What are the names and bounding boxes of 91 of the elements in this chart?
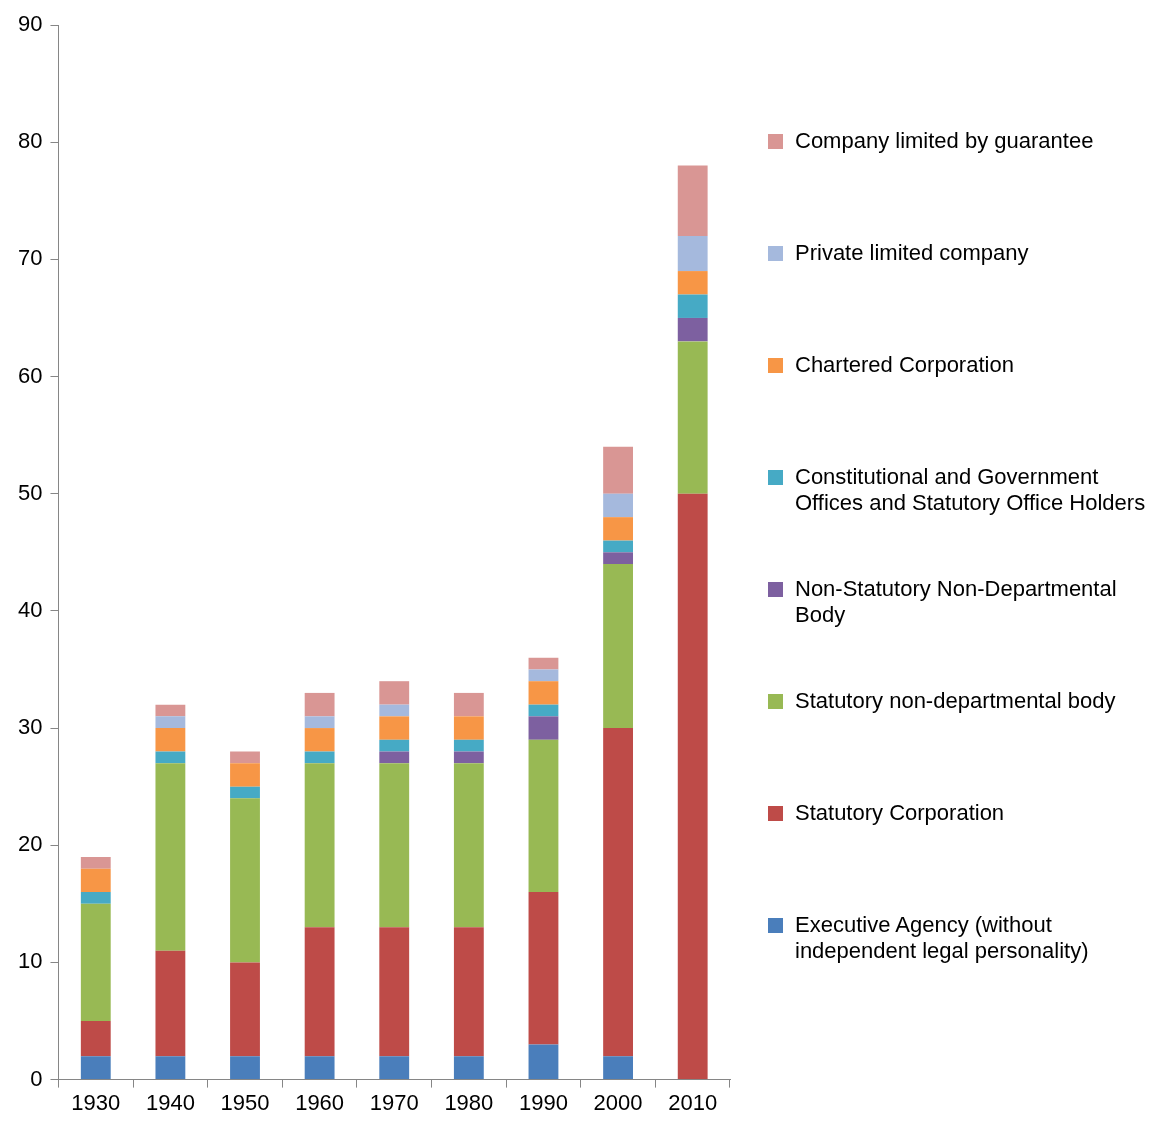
bar — [80, 1056, 111, 1080]
x-tick-label: 2010 — [668, 1089, 718, 1115]
bar — [677, 493, 708, 1080]
bar — [80, 1021, 111, 1057]
bar — [453, 716, 484, 740]
bar — [603, 552, 633, 565]
bar — [453, 927, 484, 1057]
bar — [304, 763, 335, 928]
bar — [528, 892, 559, 1045]
bar — [528, 704, 559, 717]
bar — [528, 739, 559, 893]
bar — [230, 1056, 260, 1080]
bar — [603, 493, 633, 518]
bar — [379, 927, 410, 1057]
bar — [304, 728, 335, 752]
bar — [304, 692, 335, 717]
bar — [603, 517, 633, 541]
bar — [304, 716, 335, 729]
x-tick-label: 1930 — [71, 1089, 121, 1115]
bar — [528, 669, 559, 682]
x-tick-label: 1990 — [518, 1089, 568, 1115]
bar — [230, 751, 260, 764]
bar — [80, 856, 111, 869]
bar — [155, 950, 186, 1057]
x-tick-label: 1940 — [145, 1089, 195, 1115]
bar — [379, 739, 410, 752]
bar — [379, 716, 410, 740]
legend-label: Company limited by guarantee — [795, 128, 1094, 154]
bar — [453, 1056, 484, 1080]
bar — [80, 868, 111, 893]
bar — [677, 341, 708, 494]
y-tick-label: 40 — [17, 596, 43, 622]
bar — [379, 681, 410, 705]
bar — [304, 751, 335, 764]
bar — [230, 763, 260, 787]
bar — [603, 728, 633, 1057]
bar — [230, 798, 260, 963]
bar — [603, 564, 633, 729]
bar — [453, 739, 484, 752]
bar — [80, 903, 111, 1022]
bar — [379, 1056, 410, 1080]
legend-label: Constitutional and Government Offices and Statutory Office Holders — [795, 464, 1147, 516]
legend-label: Chartered Corporation — [795, 352, 1014, 378]
bar — [603, 1056, 633, 1080]
bar — [677, 294, 708, 318]
bar — [155, 704, 186, 717]
legend-label: Statutory non-departmental body — [795, 688, 1116, 714]
x-tick-label: 1950 — [220, 1089, 270, 1115]
bar — [155, 716, 186, 729]
bar — [230, 962, 260, 1057]
y-tick-label: 0 — [30, 1065, 43, 1091]
y-tick-label: 60 — [17, 362, 43, 388]
bar — [80, 892, 111, 904]
bar — [230, 786, 260, 799]
y-tick-label: 10 — [17, 948, 43, 974]
y-tick-label: 30 — [17, 714, 43, 740]
bar — [155, 763, 186, 951]
legend-label: Statutory Corporation — [795, 800, 1005, 826]
bar — [677, 317, 708, 342]
bar — [379, 763, 410, 928]
legend-label: Executive Agency (without independent legal personality) — [795, 912, 1090, 964]
x-tick-label: 1980 — [444, 1089, 494, 1115]
bar — [304, 927, 335, 1057]
y-tick-label: 50 — [17, 479, 43, 505]
legend-label: Non-Statutory Non-Departmental Body — [795, 576, 1118, 628]
x-tick-label: 1960 — [295, 1089, 345, 1115]
bar — [453, 692, 484, 717]
bar — [155, 728, 186, 752]
bar — [528, 716, 559, 740]
bar — [528, 657, 559, 670]
y-tick-label: 70 — [17, 245, 43, 271]
bar — [379, 704, 410, 717]
bar — [677, 165, 708, 236]
bar — [677, 271, 708, 295]
bar — [155, 751, 186, 764]
bar — [453, 751, 484, 764]
bar — [603, 540, 633, 553]
x-tick-label: 1970 — [369, 1089, 419, 1115]
y-tick-label: 80 — [17, 128, 43, 154]
legend-label: Private limited company — [795, 240, 1029, 266]
y-tick-label: 90 — [17, 11, 43, 37]
bar — [453, 763, 484, 928]
bar — [155, 1056, 186, 1080]
bar — [528, 1044, 559, 1080]
x-tick-label: 2000 — [593, 1089, 643, 1115]
y-tick-label: 20 — [17, 831, 43, 857]
bar — [603, 446, 633, 494]
bar — [379, 751, 410, 764]
bar — [528, 681, 559, 705]
bar — [677, 235, 708, 272]
bar — [304, 1056, 335, 1080]
